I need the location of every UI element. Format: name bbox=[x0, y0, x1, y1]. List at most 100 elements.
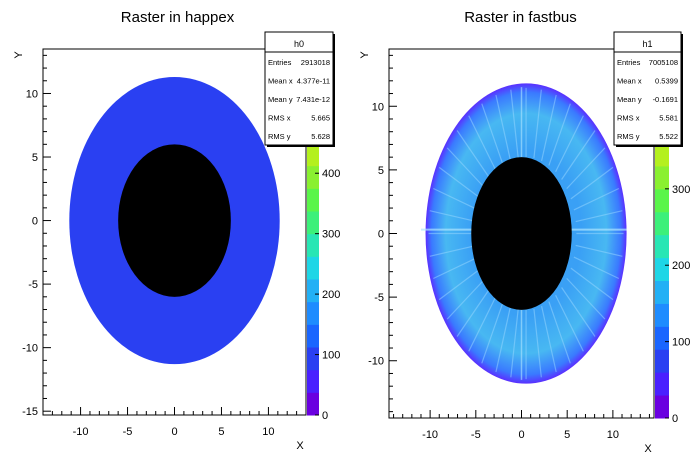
colorbar-segment bbox=[655, 234, 669, 259]
x-tick-label: -5 bbox=[123, 426, 133, 438]
y-tick-label: -10 bbox=[22, 343, 38, 355]
plot-0: Raster in happex -10 -5 0 5 10 -15 -10 -5 0 5 10 X Y 0… bbox=[13, 9, 340, 452]
y-tick-label: 10 bbox=[26, 88, 38, 100]
colorbar-segment bbox=[307, 233, 319, 257]
streak bbox=[495, 305, 512, 373]
colorbar-segment bbox=[307, 211, 319, 235]
streak bbox=[570, 267, 614, 301]
x-tick-label: 0 bbox=[171, 426, 177, 438]
y-tick-label: -10 bbox=[368, 356, 384, 368]
streak bbox=[566, 147, 606, 190]
streak bbox=[566, 277, 606, 320]
y-tick-label: 5 bbox=[32, 152, 38, 164]
stats-value: 7.431e-12 bbox=[296, 95, 330, 104]
streak bbox=[541, 94, 557, 162]
x-tick-label: -5 bbox=[471, 429, 481, 441]
streak bbox=[446, 277, 486, 320]
colorbar-segment bbox=[307, 256, 319, 280]
stats-value: 4.377e-11 bbox=[297, 77, 330, 86]
colorbar-segment bbox=[307, 188, 319, 212]
colorbar-tick-label: 300 bbox=[672, 184, 690, 196]
colorbar-segment bbox=[307, 279, 319, 303]
streak bbox=[548, 301, 571, 364]
streak bbox=[446, 147, 486, 190]
streak bbox=[561, 130, 596, 180]
colorbar-segment bbox=[655, 395, 669, 419]
chart-title: Raster in fastbus bbox=[464, 9, 577, 26]
x-axis-label: X bbox=[644, 443, 652, 455]
colorbar-segment bbox=[307, 301, 319, 325]
colorbar-tick-label: 300 bbox=[322, 229, 340, 241]
stats-label: Entries bbox=[268, 58, 292, 67]
colorbar-segment bbox=[307, 347, 319, 371]
colorbar-segment bbox=[655, 349, 669, 373]
colorbar-segment bbox=[655, 143, 669, 167]
streak bbox=[555, 115, 584, 173]
y-tick-label: 10 bbox=[372, 101, 384, 113]
streak bbox=[456, 287, 492, 337]
y-tick-label: 5 bbox=[378, 165, 384, 177]
streak bbox=[429, 210, 477, 223]
streak bbox=[481, 103, 504, 166]
colorbar-tick-label: 100 bbox=[672, 337, 690, 349]
stats-value: 5.665 bbox=[311, 114, 330, 123]
streak bbox=[429, 244, 477, 257]
plot-1: Raster in fastbus -10 -5 0 5 10 -10 -5 0 5 10 X Y 0 10… bbox=[359, 9, 690, 455]
x-tick-label: 5 bbox=[218, 426, 224, 438]
colorbar-segment bbox=[307, 369, 319, 393]
stats-box bbox=[264, 31, 334, 146]
stats-value: 5.628 bbox=[311, 132, 330, 141]
x-tick-label: -10 bbox=[422, 429, 438, 441]
colorbar-segment bbox=[655, 188, 669, 213]
streak bbox=[433, 256, 479, 280]
streak bbox=[468, 294, 498, 352]
x-tick-label: 10 bbox=[262, 426, 274, 438]
colorbar-segment bbox=[307, 143, 319, 167]
colorbar-segment bbox=[307, 324, 319, 348]
colorbar-tick-label: 400 bbox=[322, 168, 340, 180]
streak bbox=[573, 256, 620, 280]
streak bbox=[555, 294, 584, 352]
x-axis-label: X bbox=[296, 440, 304, 452]
stats-label: Mean x bbox=[617, 77, 642, 86]
stats-box bbox=[613, 31, 682, 146]
streak bbox=[573, 187, 620, 211]
streak bbox=[438, 166, 482, 200]
streak bbox=[548, 103, 571, 166]
colorbar-tick-label: 0 bbox=[672, 413, 678, 425]
stats-label: Entries bbox=[617, 58, 641, 67]
y-tick-label: -5 bbox=[374, 292, 384, 304]
x-tick-label: -10 bbox=[73, 426, 89, 438]
colorbar-segment bbox=[655, 303, 669, 327]
stats-value: 7005108 bbox=[649, 58, 678, 67]
streak bbox=[510, 308, 519, 378]
stats-histogram-name: h1 bbox=[642, 39, 652, 49]
colorbar-segment bbox=[655, 280, 669, 304]
stats-label: Mean x bbox=[268, 77, 293, 86]
plot-area bbox=[420, 83, 627, 384]
streak bbox=[456, 130, 492, 180]
stats-value: 5.581 bbox=[659, 114, 678, 123]
streak bbox=[533, 89, 542, 159]
streak bbox=[481, 301, 504, 364]
stats-label: RMS y bbox=[268, 132, 291, 141]
y-tick-label: -15 bbox=[22, 406, 38, 418]
colorbar-segment bbox=[655, 326, 669, 350]
colorbar-tick-label: 0 bbox=[322, 410, 328, 422]
colorbar-tick-label: 100 bbox=[322, 350, 340, 362]
plot-area bbox=[69, 76, 280, 365]
stats-label: RMS y bbox=[617, 132, 640, 141]
stats-value: 5.522 bbox=[659, 132, 678, 141]
colorbar-segment bbox=[655, 211, 669, 236]
x-tick-label: 10 bbox=[607, 429, 619, 441]
colorbar-segment bbox=[307, 392, 319, 416]
y-axis-label: Y bbox=[359, 51, 371, 59]
y-tick-label: 0 bbox=[32, 216, 38, 228]
stats-value: -0.1691 bbox=[653, 95, 678, 104]
target-hole bbox=[471, 157, 572, 310]
streak bbox=[510, 89, 519, 159]
streak bbox=[570, 166, 614, 200]
streak bbox=[575, 244, 623, 257]
streak bbox=[541, 305, 557, 373]
